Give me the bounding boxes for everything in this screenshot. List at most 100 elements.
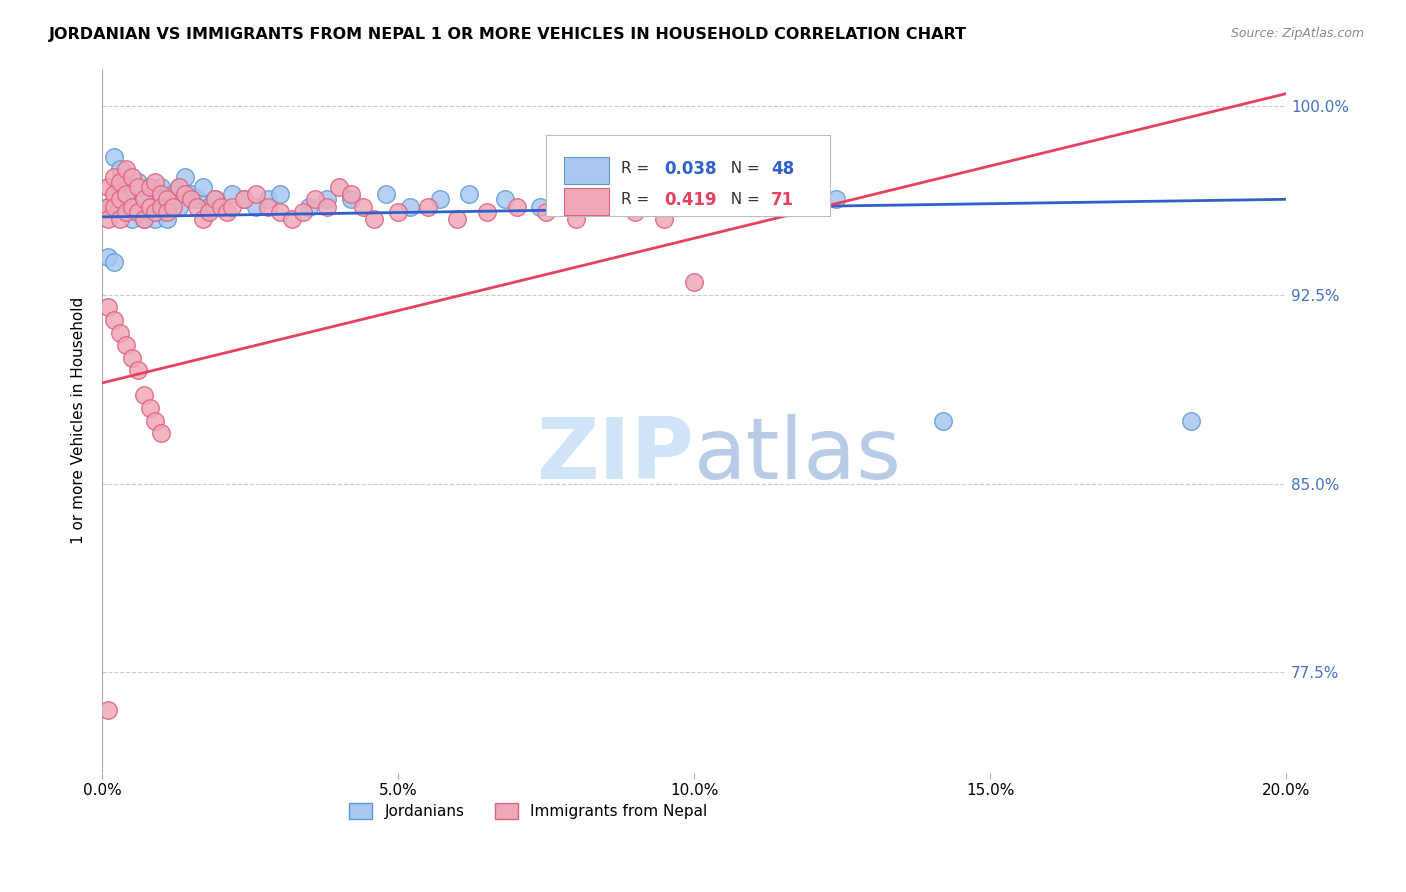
Point — [233, 192, 256, 206]
Point — [186, 200, 208, 214]
Point — [103, 150, 125, 164]
Legend: Jordanians, Immigrants from Nepal: Jordanians, Immigrants from Nepal — [343, 797, 713, 825]
Point — [103, 169, 125, 184]
Point — [180, 192, 202, 206]
Point — [103, 187, 125, 202]
Point — [132, 192, 155, 206]
Point — [97, 200, 120, 214]
Point — [298, 200, 321, 214]
Point — [233, 192, 256, 206]
Point — [292, 205, 315, 219]
Point — [191, 212, 214, 227]
Point — [399, 200, 422, 214]
Point — [1180, 414, 1202, 428]
Point — [429, 192, 451, 206]
Text: ZIP: ZIP — [536, 415, 695, 498]
Point — [115, 162, 138, 177]
Point — [180, 187, 202, 202]
Point — [257, 192, 280, 206]
Point — [215, 205, 238, 219]
Point — [156, 200, 179, 214]
Point — [132, 192, 155, 206]
Point — [363, 212, 385, 227]
Point — [654, 212, 676, 227]
Point — [115, 175, 138, 189]
FancyBboxPatch shape — [564, 188, 609, 215]
Point — [340, 187, 363, 202]
Point — [132, 212, 155, 227]
Point — [564, 212, 586, 227]
Point — [204, 192, 226, 206]
Point — [108, 162, 131, 177]
Point — [145, 414, 167, 428]
Point — [103, 255, 125, 269]
Text: N =: N = — [721, 192, 765, 207]
Point — [150, 192, 173, 206]
Point — [624, 205, 647, 219]
Point — [209, 200, 232, 214]
Point — [340, 192, 363, 206]
Point — [108, 175, 131, 189]
Point — [825, 192, 848, 206]
Point — [257, 200, 280, 214]
Point — [121, 200, 143, 214]
Point — [458, 187, 481, 202]
Point — [121, 169, 143, 184]
Point — [145, 212, 167, 227]
Text: atlas: atlas — [695, 415, 903, 498]
Point — [245, 187, 267, 202]
Point — [108, 212, 131, 227]
Point — [595, 200, 617, 214]
Point — [204, 192, 226, 206]
Point — [121, 351, 143, 365]
Text: 71: 71 — [770, 191, 794, 209]
Point — [145, 175, 167, 189]
Point — [221, 200, 243, 214]
Point — [156, 192, 179, 206]
Point — [127, 205, 149, 219]
Point — [245, 200, 267, 214]
Point — [103, 200, 125, 214]
Point — [156, 205, 179, 219]
Text: R =: R = — [620, 161, 654, 176]
Point — [446, 212, 468, 227]
Point — [138, 179, 160, 194]
Point — [132, 388, 155, 402]
Point — [115, 187, 138, 202]
Point — [191, 179, 214, 194]
Point — [328, 179, 350, 194]
Point — [534, 205, 557, 219]
Point — [150, 200, 173, 214]
Point — [127, 179, 149, 194]
Point — [186, 192, 208, 206]
Point — [162, 187, 184, 202]
Point — [167, 200, 190, 214]
Point — [103, 313, 125, 327]
Point — [375, 187, 398, 202]
Point — [316, 192, 339, 206]
Point — [132, 212, 155, 227]
Point — [167, 179, 190, 194]
Text: Source: ZipAtlas.com: Source: ZipAtlas.com — [1230, 27, 1364, 40]
Point — [352, 200, 374, 214]
Point — [108, 326, 131, 340]
Text: N =: N = — [721, 161, 765, 176]
Text: 0.419: 0.419 — [665, 191, 717, 209]
Point — [162, 200, 184, 214]
Text: 0.038: 0.038 — [665, 160, 717, 178]
Point — [280, 212, 302, 227]
Point — [138, 200, 160, 214]
Point — [121, 200, 143, 214]
Point — [269, 205, 291, 219]
Point — [156, 212, 179, 227]
Point — [97, 250, 120, 264]
Point — [138, 179, 160, 194]
Point — [108, 192, 131, 206]
Point — [683, 275, 706, 289]
Point — [209, 200, 232, 214]
Point — [97, 179, 120, 194]
Point — [97, 212, 120, 227]
Point — [127, 205, 149, 219]
Point — [121, 212, 143, 227]
Point — [138, 200, 160, 214]
